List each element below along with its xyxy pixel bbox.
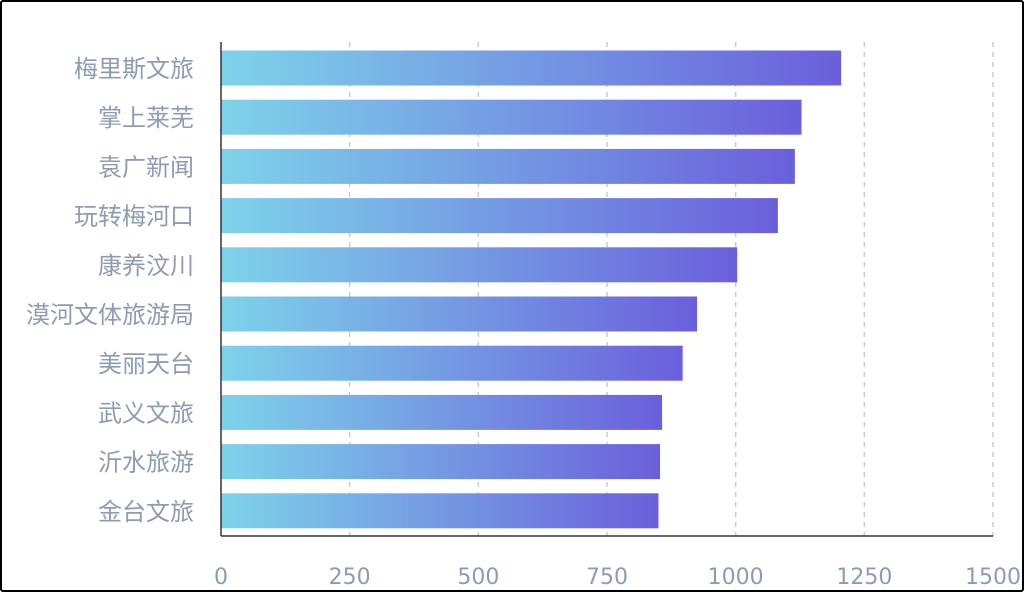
x-tick-label: 1250 <box>836 565 892 590</box>
bar <box>221 493 659 529</box>
bar <box>221 198 778 234</box>
category-label: 袁广新闻 <box>98 153 194 181</box>
axes <box>220 42 993 537</box>
x-tick-label: 500 <box>457 565 499 590</box>
category-label: 康养汶川 <box>98 252 194 280</box>
category-label: 漠河文体旅游局 <box>26 301 194 329</box>
bar <box>221 296 698 332</box>
bars <box>221 50 842 529</box>
category-label: 梅里斯文旅 <box>74 55 194 83</box>
bar <box>221 99 802 135</box>
bar <box>221 247 738 283</box>
category-label: 玩转梅河口 <box>74 203 194 231</box>
bar <box>221 148 795 184</box>
x-tick-labels: 0 250 500 750 1000 1250 1500 <box>214 565 1021 590</box>
bar <box>221 444 661 480</box>
x-tick-label: 250 <box>329 565 371 590</box>
bar <box>221 345 683 381</box>
category-labels: 梅里斯文旅掌上莱芜袁广新闻玩转梅河口康养汶川漠河文体旅游局美丽天台武义文旅沂水旅… <box>26 55 194 526</box>
category-label: 掌上莱芜 <box>98 104 194 132</box>
bar <box>221 394 663 430</box>
x-tick-label: 1000 <box>708 565 764 590</box>
bar <box>221 50 842 86</box>
category-label: 武义文旅 <box>98 399 194 427</box>
x-tick-label: 1500 <box>965 565 1021 590</box>
category-label: 金台文旅 <box>98 498 194 526</box>
category-label: 沂水旅游 <box>98 449 194 477</box>
x-tick-label: 0 <box>214 565 228 590</box>
category-label: 美丽天台 <box>98 350 194 378</box>
x-tick-label: 750 <box>586 565 628 590</box>
